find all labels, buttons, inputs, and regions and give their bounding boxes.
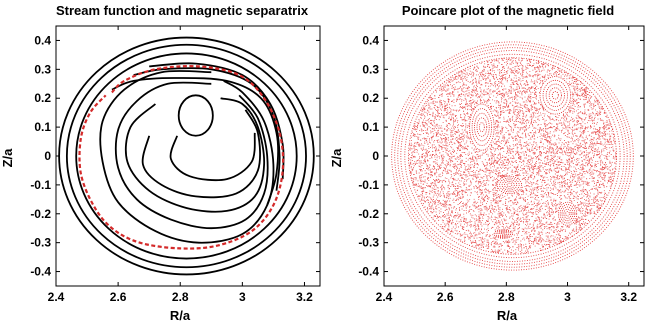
x-tick-label: 3.2 <box>296 290 313 304</box>
stream-contour <box>99 70 275 244</box>
stream-contour <box>141 109 261 199</box>
island <box>497 176 522 194</box>
axes-frame <box>383 25 645 287</box>
flux-surface <box>391 41 634 271</box>
island-surface <box>563 208 572 219</box>
island-surface <box>479 122 485 133</box>
flux-surface <box>394 44 631 268</box>
y-tick-label: 0.3 <box>34 62 51 76</box>
island-surface <box>565 211 570 217</box>
stream-contour <box>114 81 269 230</box>
y-tick-label: -0.4 <box>30 265 51 279</box>
island-surface <box>551 91 559 100</box>
island-surface <box>471 108 493 147</box>
y-axis-label: Z/a <box>0 148 15 168</box>
x-tick-label: 2.6 <box>110 290 127 304</box>
island-surface <box>476 117 488 137</box>
x-tick-label: 2.4 <box>48 290 65 304</box>
panel-stream-function: Stream function and magnetic separatrix … <box>0 3 321 323</box>
island-surface <box>559 204 576 224</box>
x-tick-label: 2.8 <box>172 290 189 304</box>
y-tick-label: 0.3 <box>362 62 379 76</box>
island-surface <box>474 112 490 142</box>
x-tick-label: 2.4 <box>376 290 393 304</box>
chart-title: Stream function and magnetic separatrix <box>56 3 309 18</box>
y-tick-label: 0.2 <box>34 91 51 105</box>
plot-area <box>391 41 634 271</box>
stream-contour <box>111 77 279 206</box>
island <box>540 76 571 115</box>
panel-poincare: Poincare plot of the magnetic field Z/a … <box>329 3 645 323</box>
y-tick-label: -0.2 <box>30 207 51 221</box>
x-tick-label: 3 <box>239 290 246 304</box>
stream-contour <box>177 94 214 137</box>
stream-contour <box>75 52 298 260</box>
y-tick-label: 0.1 <box>362 120 379 134</box>
axis-ticks: 2.4 2.6 2.8 3 3.2 0.4 0.3 0.2 0.1 0 -0.1 -0.2 -0.3 -0… <box>358 26 644 304</box>
island-surface <box>469 103 495 151</box>
island-surface <box>545 83 565 107</box>
y-tick-label: -0.2 <box>358 207 379 221</box>
island-surface <box>499 231 508 237</box>
y-tick-label: -0.4 <box>358 265 379 279</box>
flux-surface <box>408 57 617 255</box>
island-surface <box>499 177 520 193</box>
island-surface <box>557 201 578 226</box>
island <box>494 229 513 239</box>
x-tick-label: 2.6 <box>437 290 454 304</box>
island <box>469 104 495 151</box>
x-tick-label: 3 <box>564 290 571 304</box>
chaotic-sea-points <box>408 57 617 255</box>
flux-surface <box>404 53 621 259</box>
y-tick-label: 0.1 <box>34 120 51 134</box>
y-tick-label: -0.1 <box>30 178 51 192</box>
y-tick-label: 0.2 <box>362 91 379 105</box>
y-tick-label: 0 <box>372 149 379 163</box>
axes-frame <box>55 25 321 287</box>
island-surface <box>539 76 571 115</box>
x-axis-label: R/a <box>497 308 518 323</box>
island-surface <box>496 175 523 194</box>
island-surface <box>501 179 518 191</box>
axis-ticks: 2.4 2.6 2.8 3 3.2 0.4 0.3 0.2 0.1 0 -0.1 -0.2 -0.3 -0… <box>30 26 320 304</box>
island-surface <box>561 206 574 222</box>
y-tick-label: 0.4 <box>362 33 379 47</box>
stream-contour <box>169 132 256 182</box>
stream-contour <box>65 43 307 269</box>
flux-surface <box>397 47 628 265</box>
chart-title: Poincare plot of the magnetic field <box>402 3 614 18</box>
island-surface <box>548 87 562 104</box>
island-surface <box>493 229 513 239</box>
separatrix-line <box>78 65 285 250</box>
island <box>558 202 577 226</box>
y-axis-label: Z/a <box>329 148 344 168</box>
x-tick-label: 3.2 <box>620 290 637 304</box>
x-axis-label: R/a <box>170 308 191 323</box>
stream-contour <box>124 97 266 213</box>
island-surface <box>497 230 510 237</box>
y-tick-label: -0.3 <box>30 236 51 250</box>
island-surface <box>504 181 515 189</box>
island-surface <box>501 232 506 236</box>
island-surface <box>506 182 513 188</box>
y-tick-label: -0.3 <box>358 236 379 250</box>
flux-surface <box>400 50 625 262</box>
island-surface <box>542 79 568 111</box>
y-tick-label: 0.4 <box>34 33 51 47</box>
y-tick-label: 0 <box>44 149 51 163</box>
y-tick-label: -0.1 <box>358 178 379 192</box>
x-tick-label: 2.8 <box>498 290 515 304</box>
